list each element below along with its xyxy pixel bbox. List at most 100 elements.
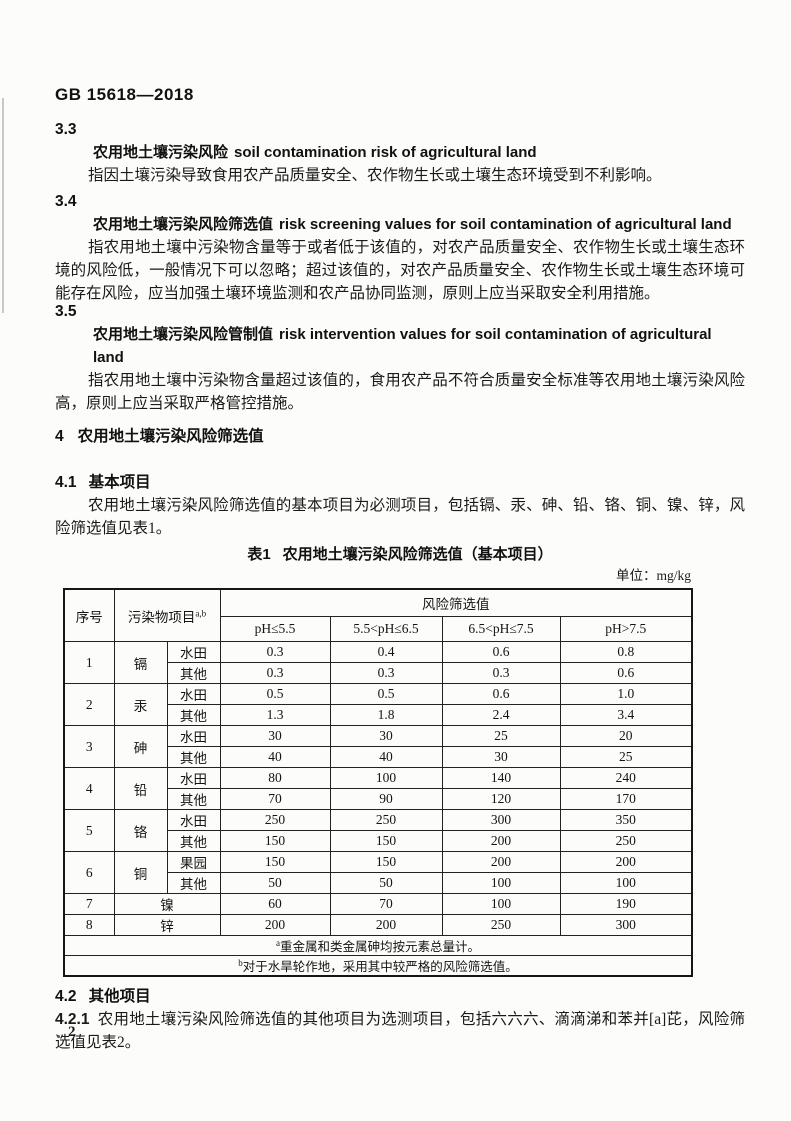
header-ph-range: 6.5<pH≤7.5: [441, 616, 561, 642]
cell-value: 0.3: [441, 662, 561, 684]
cell-value: 40: [329, 746, 443, 768]
cell-value: 150: [329, 830, 443, 852]
paragraph-3-4: 指农用地土壤中污染物含量等于或者低于该值的，对农产品质量安全、农作物生长或土壤生…: [55, 239, 745, 302]
section-number: 4.1: [55, 474, 77, 491]
scan-artifact-line: [2, 98, 4, 313]
table1-row: 其他 0.3 0.3 0.3 0.6: [64, 662, 693, 684]
header-pollutant-label: 污染物项目: [127, 609, 196, 625]
footnote-sup: b: [238, 957, 243, 968]
cell-value: 90: [329, 788, 443, 810]
scan-dot: [57, 1035, 60, 1038]
cell-index: 6: [63, 851, 115, 894]
paragraph-3-5: 指农用地土壤中污染物含量超过该值的，食用农产品不符合质量安全标准等农用地土壤污染…: [55, 372, 745, 412]
term-heading-3-3: 农用地土壤污染风险 soil contamination risk of agri…: [55, 141, 745, 164]
cell-value: 0.5: [219, 683, 331, 705]
table1-block: 单位：mg/kg 序号 污染物项目a,b 风险筛选值 pH≤5.5 5.5<pH≤…: [63, 566, 693, 977]
table1-caption: 表1 农用地土壤污染风险筛选值（基本项目）: [55, 544, 745, 566]
cell-value: 0.6: [441, 641, 561, 663]
cell-value: 30: [329, 725, 443, 747]
cell-value: 150: [329, 851, 443, 873]
cell-index: 7: [63, 893, 115, 915]
chapter-title: 农用地土壤污染风险筛选值: [77, 428, 264, 445]
table1-caption-title: 农用地土壤污染风险筛选值（基本项目）: [282, 546, 553, 563]
cell-element: 镍: [113, 893, 221, 915]
section-4-1-heading: 4.1 基本项目: [55, 471, 745, 494]
section-number-3-5: 3.5: [55, 303, 77, 320]
cell-value: 200: [559, 851, 693, 873]
chapter-4-heading: 4 农用地土壤污染风险筛选值: [55, 425, 745, 448]
cell-value: 80: [219, 767, 331, 789]
cell-landtype: 水田: [166, 641, 221, 663]
page-number-value: 2: [68, 1024, 76, 1040]
term-heading-3-4: 农用地土壤污染风险筛选值 risk screening values for so…: [55, 213, 745, 236]
cell-value: 70: [219, 788, 331, 810]
section-number: 4.2: [55, 988, 77, 1005]
cell-value: 0.3: [219, 662, 331, 684]
header-ph-range: pH≤5.5: [219, 616, 331, 642]
cell-value: 200: [219, 914, 331, 936]
cell-value: 1.8: [329, 704, 443, 726]
cell-element: 镉: [113, 641, 168, 684]
cell-index: 8: [63, 914, 115, 936]
table1-row: 6 铜果园 150 150 200 200: [63, 851, 693, 894]
cell-value: 170: [559, 788, 693, 810]
term-zh: 农用地土壤污染风险: [93, 144, 229, 161]
cell-value: 30: [219, 725, 331, 747]
cell-landtype: 其他: [166, 662, 221, 684]
footnote-sup: a: [275, 937, 280, 948]
cell-index: 1: [63, 641, 115, 684]
cell-value: 150: [219, 830, 331, 852]
cell-value: 50: [329, 872, 443, 894]
cell-value: 300: [559, 914, 693, 936]
cell-landtype: 果园: [166, 851, 221, 873]
term-en: risk intervention values for soil contam…: [93, 326, 712, 366]
header-pollutant: 污染物项目a,b: [113, 588, 221, 642]
table1-header-row-2: pH≤5.5 5.5<pH≤6.5 6.5<pH≤7.5 pH>7.5: [64, 616, 693, 642]
table-footnote: a重金属和类金属砷均按元素总量计。: [63, 935, 693, 956]
table1-footnote-row: b对于水旱轮作地，采用其中较严格的风险筛选值。: [63, 955, 693, 977]
table1-row: 其他 50 50 100 100: [64, 872, 693, 894]
section-number: 4.2.1: [55, 1011, 90, 1028]
cell-value: 120: [441, 788, 561, 810]
term-en: risk screening values for soil contamina…: [279, 216, 732, 233]
term-heading-3-5: 农用地土壤污染风险管制值 risk intervention values for…: [55, 323, 745, 369]
section-title: 其他项目: [88, 988, 151, 1005]
section-number-3-4: 3.4: [55, 193, 77, 210]
table1-row: 其他 70 90 120 170: [64, 788, 693, 810]
unit-label: 单位：mg/kg: [615, 568, 691, 583]
cell-landtype: 水田: [166, 767, 221, 789]
cell-landtype: 其他: [166, 830, 221, 852]
cell-value: 25: [559, 746, 693, 768]
cell-value: 30: [441, 746, 561, 768]
cell-index: 4: [63, 767, 115, 810]
cell-element: 锌: [113, 914, 221, 936]
cell-value: 150: [219, 851, 331, 873]
cell-value: 250: [559, 830, 693, 852]
cell-value: 25: [441, 725, 561, 747]
cell-value: 20: [559, 725, 693, 747]
cell-value: 200: [441, 830, 561, 852]
cell-value: 350: [559, 809, 693, 831]
cell-value: 0.3: [329, 662, 443, 684]
cell-landtype: 其他: [166, 788, 221, 810]
cell-value: 0.5: [329, 683, 443, 705]
cell-landtype: 水田: [166, 683, 221, 705]
table1-row: 4 铅水田 80 100 140 240: [63, 767, 693, 810]
cell-value: 100: [441, 893, 561, 915]
section-4-2-heading: 4.2 其他项目: [55, 985, 745, 1008]
cell-value: 70: [329, 893, 443, 915]
cell-value: 100: [559, 872, 693, 894]
section-title: 基本项目: [88, 474, 151, 491]
cell-value: 200: [441, 851, 561, 873]
header-group: 风险筛选值: [219, 588, 693, 617]
cell-index: 3: [63, 725, 115, 768]
cell-value: 40: [219, 746, 331, 768]
page-content: GB 15618—2018 3.3 农用地土壤污染风险 soil contamin…: [55, 0, 745, 1054]
cell-landtype: 水田: [166, 809, 221, 831]
cell-value: 0.6: [559, 662, 693, 684]
table1-row: 5 铬水田 250 250 300 350: [63, 809, 693, 852]
cell-value: 250: [329, 809, 443, 831]
cell-value: 0.4: [329, 641, 443, 663]
cell-value: 0.3: [219, 641, 331, 663]
